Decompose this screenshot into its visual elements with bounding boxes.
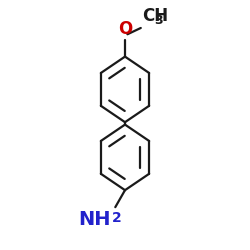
Text: CH: CH [142, 7, 169, 25]
Text: 2: 2 [112, 211, 122, 225]
Text: NH: NH [78, 210, 110, 229]
Text: O: O [118, 20, 132, 38]
Text: 3: 3 [154, 14, 163, 27]
